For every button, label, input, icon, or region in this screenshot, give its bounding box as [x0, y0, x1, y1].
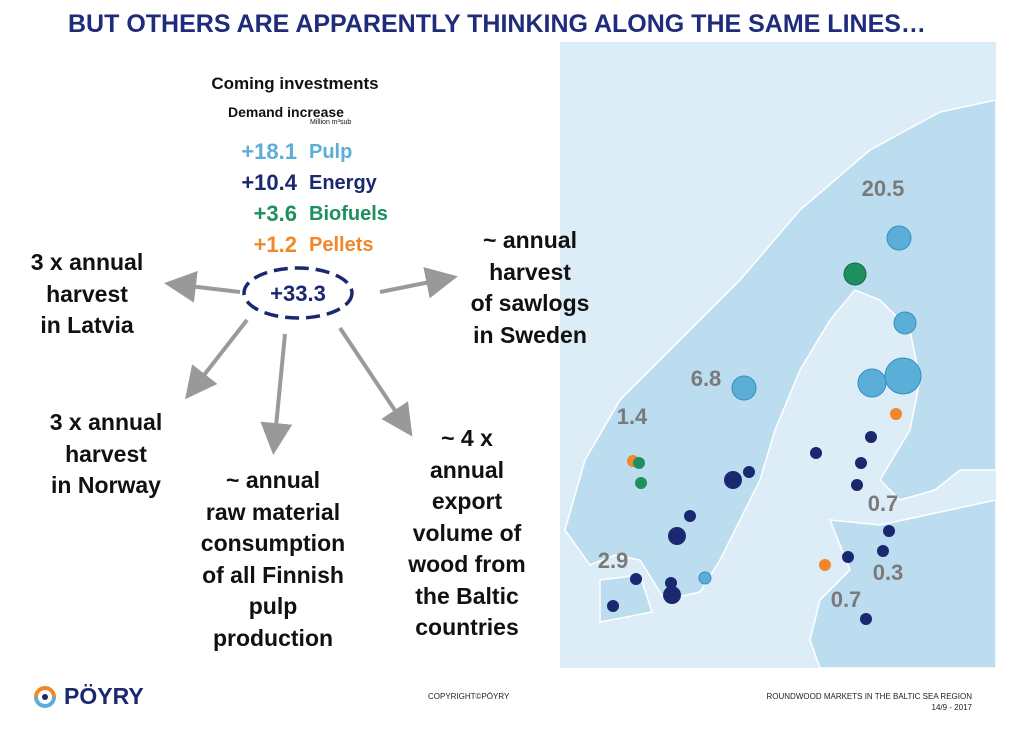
dot: [684, 510, 696, 522]
dot: [890, 408, 902, 420]
dot: [668, 527, 686, 545]
investment-value: +10.4: [241, 170, 297, 195]
total-ellipse: [242, 266, 354, 320]
comparison: ~ annual raw material consumption of all…: [200, 467, 346, 651]
total: +33.3: [270, 281, 326, 306]
map-label: 0.7: [868, 491, 899, 516]
map-label: 20.5: [862, 176, 905, 201]
comparison: 3 x annual harvest in Norway: [49, 409, 163, 498]
dot: [698, 571, 712, 585]
map-label: 6.8: [691, 366, 722, 391]
dot: [851, 479, 863, 491]
investments-subheading: Demand increase: [228, 104, 344, 120]
investment-dots: [607, 225, 922, 625]
investment-label: Pulp: [309, 141, 353, 163]
comparison: 3 x annual harvest in Latvia: [30, 249, 144, 338]
dot: [883, 525, 895, 537]
arrow: [260, 333, 293, 455]
logo-icon: [34, 686, 56, 708]
map-label: 0.7: [831, 587, 862, 612]
investment-value: +1.2: [253, 232, 297, 257]
dot: [886, 225, 912, 251]
comparison: ~ 4 x annual export volume of wood from …: [408, 425, 526, 640]
report-date: 14/9 - 2017: [931, 703, 972, 712]
investment-value: +3.6: [253, 201, 297, 226]
dot: [857, 368, 887, 398]
investment-value: +18.1: [241, 139, 297, 164]
dot: [877, 545, 889, 557]
logo: PÖYRY: [64, 683, 144, 709]
comparison: ~ annual harvest of sawlogs in Sweden: [470, 227, 590, 348]
dot: [893, 311, 917, 335]
baltic-states: [809, 499, 997, 669]
dot: [865, 431, 877, 443]
dot: [819, 559, 831, 571]
dot: [855, 457, 867, 469]
slide-title: BUT OTHERS ARE APPARENTLY THINKING ALONG…: [68, 10, 926, 38]
unit: Million m³sub: [310, 119, 352, 126]
arrow: [379, 267, 458, 299]
dot: [635, 477, 647, 489]
dot: [743, 466, 755, 478]
dot: [607, 600, 619, 612]
investment-label: Biofuels: [309, 203, 388, 225]
dot: [663, 586, 681, 604]
investments-heading: Coming investments: [211, 74, 379, 93]
arrow: [164, 270, 241, 303]
dot: [731, 375, 757, 401]
arrow: [185, 318, 249, 400]
dot: [860, 613, 872, 625]
dot: [810, 447, 822, 459]
map-label: 2.9: [598, 548, 629, 573]
dot: [843, 262, 867, 286]
dot: [665, 577, 677, 589]
report-name: ROUNDWOOD MARKETS IN THE BALTIC SEA REGI…: [766, 692, 972, 701]
dot: [884, 357, 922, 395]
arrow: [338, 326, 413, 437]
copyright: COPYRIGHT©PÖYRY: [428, 692, 510, 701]
dot: [630, 573, 642, 585]
dot: [724, 471, 742, 489]
map-label: 1.4: [617, 404, 648, 429]
arrows: [164, 267, 458, 455]
investment-label: Energy: [309, 172, 377, 194]
dot: [842, 551, 854, 563]
dot: [633, 457, 645, 469]
investment-label: Pellets: [309, 234, 374, 256]
map-label: 0.3: [873, 560, 904, 585]
